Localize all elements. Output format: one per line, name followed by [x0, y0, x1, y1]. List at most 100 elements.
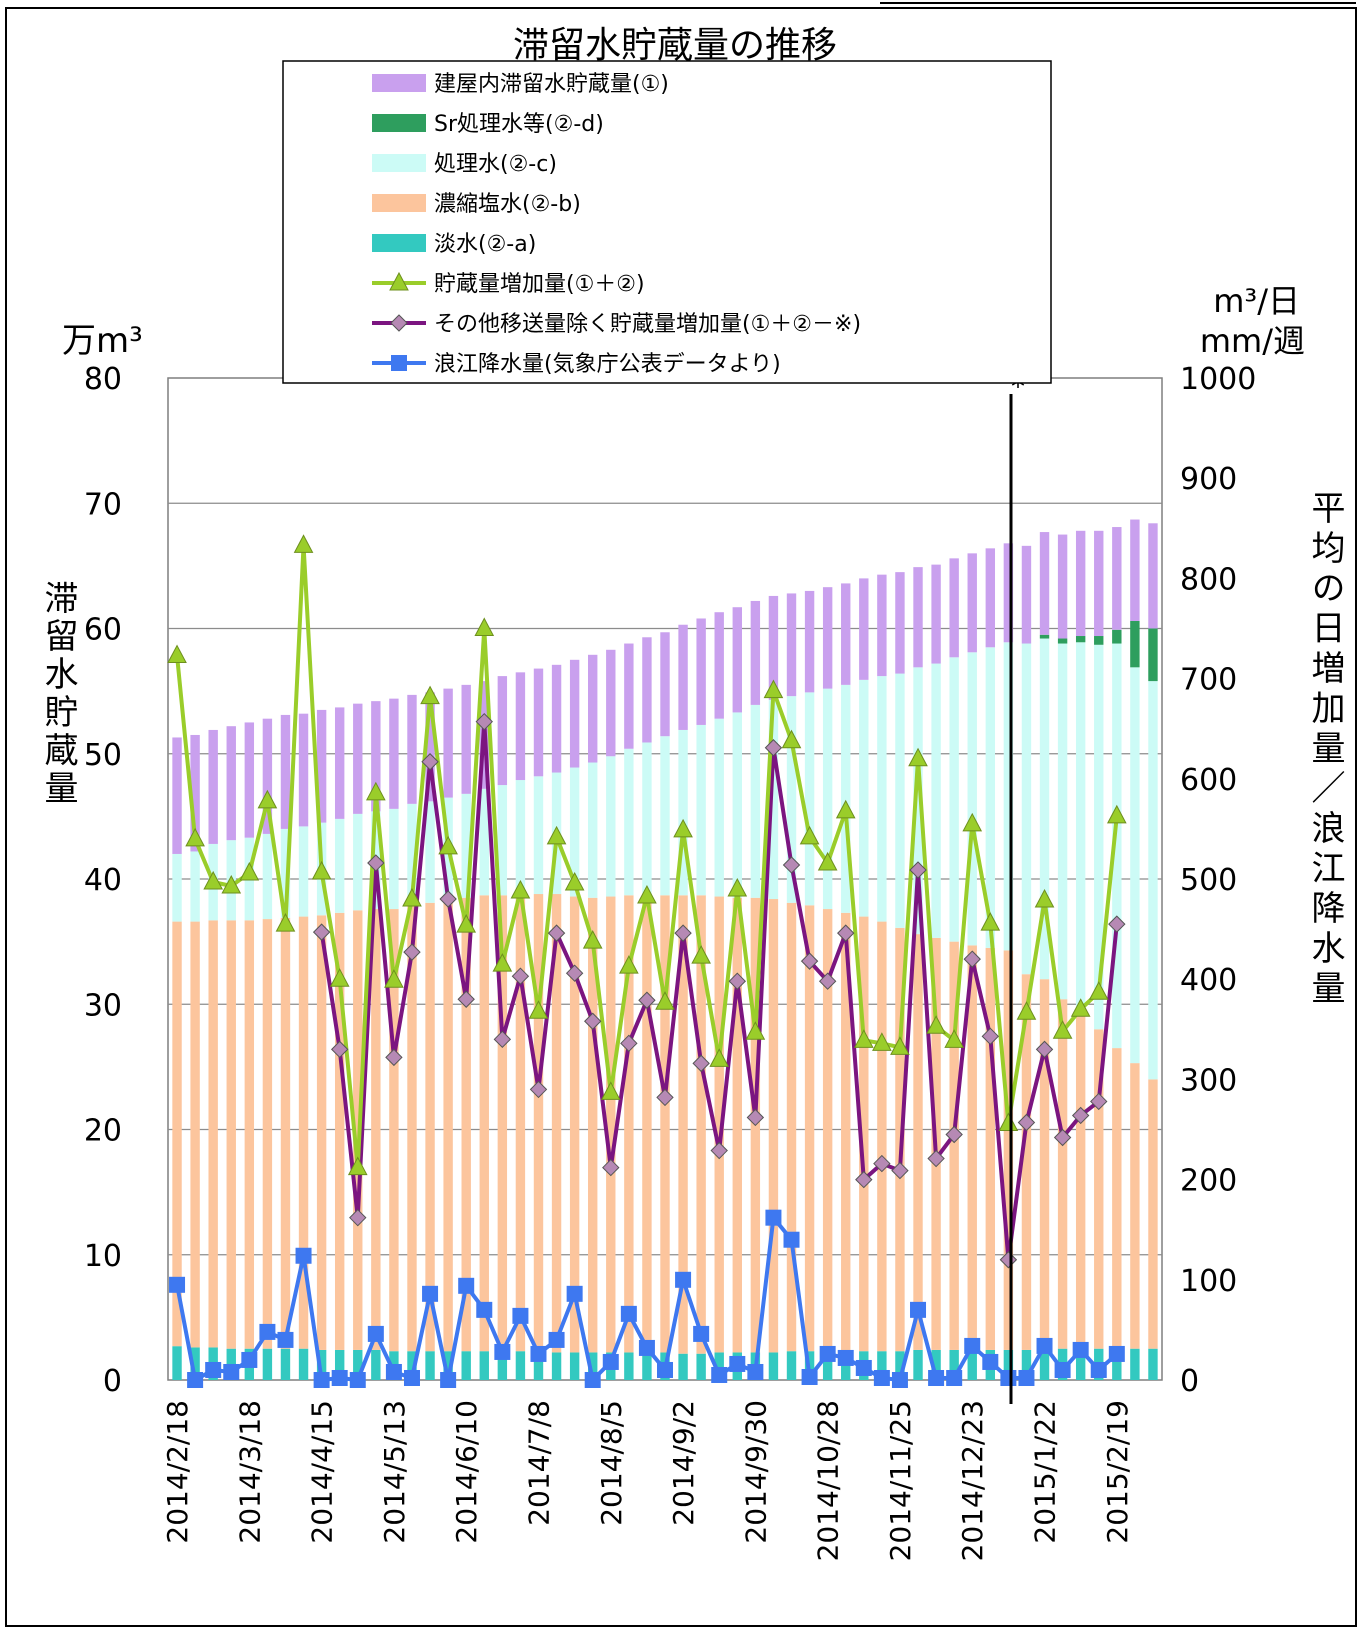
bar-building	[1130, 519, 1140, 621]
bar-brine	[1003, 950, 1014, 1350]
bar-treated	[1075, 642, 1086, 1010]
right-tick-label: 0	[1180, 1364, 1199, 1399]
increase-point	[1034, 888, 1055, 908]
bar-brine	[985, 947, 996, 1350]
bar-brine	[1075, 1009, 1086, 1349]
bar-treated	[786, 696, 797, 903]
bar-brine	[1112, 1048, 1122, 1349]
net-increase-point	[746, 1108, 765, 1127]
bar-building	[985, 548, 996, 648]
bar-building	[822, 587, 833, 689]
net-increase-point	[963, 950, 981, 968]
net-increase-point	[367, 854, 385, 872]
net-increase-point	[927, 1149, 945, 1168]
bar-brine	[371, 909, 381, 1350]
net-increase-point	[385, 1048, 403, 1067]
increase-point	[203, 870, 224, 890]
bar-treated	[533, 776, 544, 895]
bar-brine	[389, 909, 399, 1352]
net-increase-point	[710, 1141, 728, 1160]
legend-label-increase: 貯蔵量増加量(①＋②)	[434, 272, 645, 297]
net-increase-point	[1017, 1113, 1036, 1132]
rain-point	[422, 1285, 439, 1302]
bar-brine	[859, 916, 869, 1352]
increase-point	[564, 871, 585, 891]
bar-brine	[606, 896, 616, 1353]
bar-building	[497, 676, 508, 786]
increase-point	[347, 1156, 368, 1176]
legend-swatch-fresh	[372, 234, 426, 252]
x-tick-label: 2015/2/19	[1101, 1400, 1134, 1544]
bar-building	[407, 694, 417, 804]
rain-point	[873, 1369, 890, 1386]
increase-point	[221, 874, 242, 894]
bar-treated	[353, 813, 363, 911]
x-tick-label: 2014/8/5	[595, 1400, 628, 1526]
bar-building	[316, 709, 327, 823]
bar-building	[533, 668, 544, 777]
increase-point	[673, 818, 693, 838]
bar-fresh	[1075, 1348, 1086, 1380]
left-axis-ticks: 0 10 20 30 40 50 60 70 80	[84, 362, 122, 1399]
x-tick-label: 2014/6/10	[450, 1400, 483, 1544]
bar-fresh	[407, 1351, 417, 1380]
net-increase-point	[728, 972, 746, 990]
bar-treated	[1039, 638, 1050, 980]
rain-point	[1108, 1345, 1125, 1362]
bar-fresh	[371, 1349, 381, 1380]
bar-building	[569, 659, 580, 768]
bar-treated	[497, 785, 508, 896]
increase-point	[998, 1112, 1019, 1131]
bar-treated	[949, 657, 959, 942]
bar-building	[696, 618, 706, 725]
net-increase-point	[891, 1161, 909, 1180]
increase-point	[709, 1048, 730, 1067]
increase-point	[275, 913, 296, 932]
x-tick-label: 2014/4/15	[306, 1400, 339, 1544]
bar-brine	[316, 915, 327, 1350]
bar-brine	[334, 912, 345, 1350]
increase-point	[384, 969, 404, 988]
bar-brine	[533, 894, 544, 1352]
increase-point	[1052, 1020, 1073, 1039]
bar-treated	[298, 826, 309, 917]
increase-point	[1016, 1001, 1037, 1020]
bar-brine	[425, 902, 435, 1352]
x-tick-label: 2015/1/22	[1029, 1400, 1062, 1544]
bar-building	[660, 632, 670, 737]
rain-point	[512, 1307, 529, 1324]
rain-point	[259, 1323, 276, 1340]
net-increase-point	[692, 1054, 710, 1073]
right-tick-label: 300	[1180, 1063, 1237, 1098]
bar-brine	[660, 895, 670, 1353]
net-increase-point	[909, 861, 927, 879]
rain-point	[711, 1366, 728, 1383]
bar-building	[371, 701, 381, 812]
increase-point	[185, 827, 205, 847]
legend-label-rain: 浪江降水量(気象庁公表データより)	[434, 352, 781, 377]
bar-building	[262, 718, 273, 834]
outer-border	[5, 7, 1357, 1627]
net-increase-point	[837, 924, 855, 942]
bar-fresh	[895, 1351, 905, 1380]
rain-point	[241, 1351, 258, 1368]
bar-building	[895, 572, 905, 674]
rain-point	[476, 1301, 493, 1318]
net-increase-point	[565, 964, 584, 982]
bar-treated	[407, 803, 417, 906]
legend-label-sr: Sr処理水等(②-d)	[434, 112, 604, 137]
rain-point	[584, 1372, 601, 1388]
bar-fresh	[533, 1351, 544, 1380]
bar-building	[877, 574, 887, 677]
bar-building	[190, 734, 200, 852]
bar-treated	[262, 833, 273, 920]
bar-building	[859, 578, 869, 680]
left-tick-label: 30	[84, 988, 122, 1023]
bar-building	[678, 624, 688, 730]
bar-treated	[931, 663, 941, 938]
x-tick-label: 2014/11/25	[884, 1400, 917, 1561]
bar-brine	[461, 897, 471, 1352]
bar-sr	[1148, 628, 1158, 682]
bar-building	[1094, 530, 1104, 637]
bar-fresh	[822, 1351, 833, 1380]
